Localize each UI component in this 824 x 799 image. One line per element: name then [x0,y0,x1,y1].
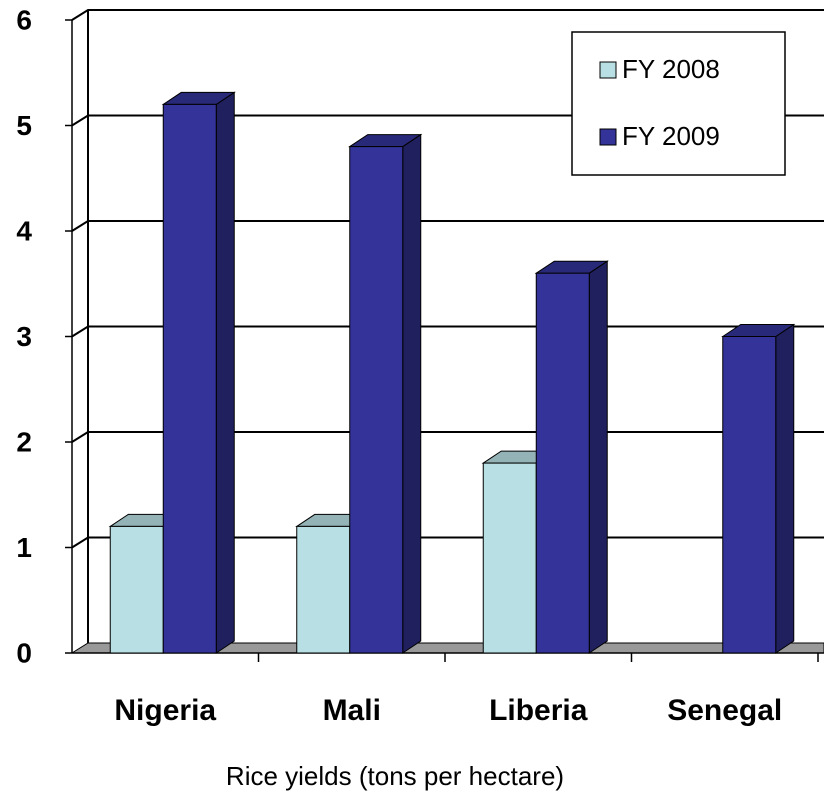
bar [109,525,164,654]
bar [722,336,777,654]
bar [482,462,537,654]
bar-side [775,323,795,654]
x-axis-label: Rice yields (tons per hectare) [226,761,564,791]
y-tick-label: 2 [16,426,32,457]
x-tick-label: Nigeria [114,694,216,727]
bar-side [215,91,235,654]
bar-side [402,133,422,654]
bar [535,272,590,654]
grid-line [71,9,824,21]
bar-side [588,260,608,654]
legend-swatch [599,61,617,79]
y-tick-label: 3 [16,321,32,352]
x-tick-label: Senegal [667,694,782,727]
legend-label: FY 2009 [622,121,720,151]
y-tick-label: 0 [16,637,32,668]
bar [162,103,217,654]
legend-swatch [599,128,617,146]
bar [349,146,404,654]
y-tick-label: 4 [16,215,32,246]
legend-label: FY 2008 [622,54,720,84]
bar [296,525,351,654]
y-tick-label: 5 [16,110,32,141]
legend [571,31,786,176]
x-tick-label: Mali [323,694,381,727]
y-tick-label: 1 [16,532,32,563]
grid-line [71,220,824,232]
y-tick-label: 6 [16,4,32,35]
x-tick-label: Liberia [489,694,588,727]
